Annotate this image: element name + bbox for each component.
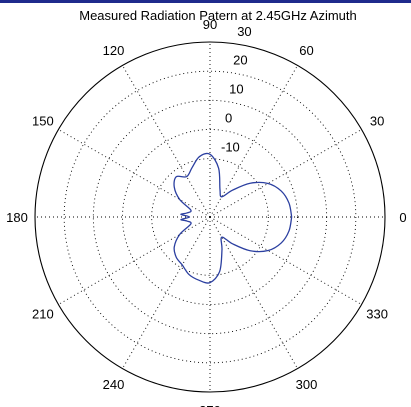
angle-tick-label-30: 30 xyxy=(370,114,384,129)
grid-ring-1 xyxy=(122,129,298,305)
angle-tick-label-240: 240 xyxy=(103,377,125,392)
series-line xyxy=(173,152,293,284)
angle-tick-labels: 0306090120150180210240270300330 xyxy=(6,17,406,407)
grid-ring-3 xyxy=(63,70,357,364)
angle-tick-label-90: 90 xyxy=(203,17,217,32)
radial-tick-label-0: -10 xyxy=(221,139,240,154)
radial-tick-labels: -10 0 10 20 30 xyxy=(221,24,252,155)
grid-spoke-330 xyxy=(209,216,362,305)
angle-tick-label-60: 60 xyxy=(299,43,313,58)
angle-tick-label-210: 210 xyxy=(32,307,54,322)
angle-tick-label-0: 0 xyxy=(399,210,406,225)
angle-tick-label-150: 150 xyxy=(32,114,54,129)
angle-tick-label-180: 180 xyxy=(6,210,28,225)
outer-ring xyxy=(34,41,386,393)
angle-tick-label-330: 330 xyxy=(366,307,388,322)
chart-title: Measured Radiation Patern at 2.45GHz Azi… xyxy=(79,8,356,23)
grid-spoke-120 xyxy=(122,65,211,218)
radial-tick-label-3: 20 xyxy=(233,53,247,68)
angle-tick-label-270: 270 xyxy=(199,403,221,407)
grid-spoke-240 xyxy=(122,216,211,369)
top-accent-bar xyxy=(0,0,411,3)
angle-tick-label-120: 120 xyxy=(103,43,125,58)
radial-tick-label-1: 0 xyxy=(225,110,232,125)
grid-ring-0 xyxy=(151,158,269,276)
radial-tick-label-2: 10 xyxy=(229,82,243,97)
angle-tick-label-300: 300 xyxy=(296,377,318,392)
polar-grid xyxy=(34,41,386,393)
radial-tick-label-4: 30 xyxy=(237,24,251,39)
